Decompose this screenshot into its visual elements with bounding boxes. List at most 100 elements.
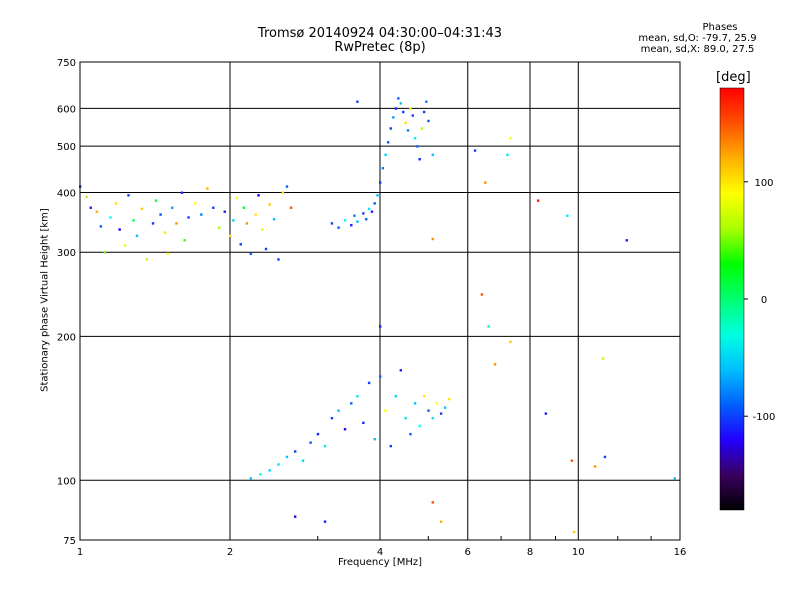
x-tick-label: 16	[674, 547, 687, 558]
data-point	[123, 244, 127, 247]
data-point	[509, 137, 512, 140]
data-point	[413, 137, 417, 140]
x-tick-label: 4	[377, 547, 383, 558]
data-point	[99, 225, 103, 228]
data-point	[268, 469, 271, 472]
data-point	[159, 213, 162, 216]
data-point	[439, 412, 443, 415]
data-point	[570, 459, 574, 462]
data-point	[154, 199, 158, 202]
data-point	[337, 409, 340, 412]
colorbar-tick-label: 100	[754, 178, 773, 189]
y-tick-label: 400	[57, 188, 76, 199]
data-point	[411, 114, 414, 117]
data-point	[249, 252, 253, 256]
data-point	[330, 416, 334, 420]
data-point	[200, 213, 203, 216]
data-point	[257, 194, 260, 197]
data-point	[206, 187, 209, 190]
data-points	[79, 97, 676, 534]
data-point	[572, 530, 576, 534]
data-point	[183, 239, 186, 242]
data-point	[431, 416, 434, 420]
data-point	[431, 237, 434, 241]
data-point	[293, 515, 297, 518]
data-point	[422, 395, 426, 398]
data-point	[245, 222, 249, 225]
chart-title: Tromsø 20140924 04:30:00–04:31:43	[257, 26, 503, 41]
data-point	[536, 199, 540, 202]
data-point	[484, 181, 487, 184]
data-point	[242, 206, 246, 209]
x-tick-label: 1	[77, 547, 83, 558]
data-point	[343, 428, 347, 431]
data-point	[384, 409, 387, 412]
data-point	[409, 107, 412, 110]
x-axis-label: Frequency [MHz]	[337, 557, 423, 568]
data-point	[163, 231, 167, 234]
data-point	[425, 100, 428, 103]
data-point	[229, 234, 232, 237]
data-point	[373, 437, 376, 441]
data-point	[506, 153, 509, 157]
data-point	[435, 402, 439, 405]
data-point	[127, 194, 130, 197]
data-point	[187, 216, 190, 219]
data-point	[217, 226, 221, 229]
data-point	[343, 219, 347, 222]
data-point	[330, 222, 334, 225]
data-point	[151, 222, 155, 225]
data-point	[413, 402, 417, 405]
data-point	[402, 110, 405, 114]
data-point	[103, 251, 106, 254]
data-point	[422, 110, 426, 114]
data-point	[337, 226, 340, 229]
x-tick-label: 10	[572, 547, 585, 558]
data-point	[235, 196, 238, 200]
data-point	[367, 381, 371, 385]
data-point	[404, 416, 407, 420]
data-point	[285, 455, 289, 459]
y-tick-label: 200	[57, 332, 76, 343]
data-point	[171, 206, 174, 209]
phases-o-stats: mean, sd,O: -79.7, 25.9	[638, 33, 757, 44]
data-point	[601, 357, 605, 360]
data-point	[431, 501, 434, 504]
data-point	[420, 127, 424, 130]
data-point	[350, 224, 353, 227]
data-point	[132, 219, 135, 222]
data-point	[285, 185, 289, 188]
y-tick-label: 500	[57, 142, 76, 153]
data-point	[166, 252, 170, 256]
data-point	[379, 181, 382, 184]
data-point	[232, 219, 235, 222]
data-point	[473, 149, 477, 152]
data-point	[316, 432, 320, 436]
data-point	[399, 369, 403, 372]
data-point	[365, 218, 368, 221]
data-point	[118, 228, 121, 231]
data-point	[394, 395, 398, 398]
data-point	[180, 191, 184, 194]
data-point	[389, 444, 392, 448]
x-tick-label: 6	[465, 547, 471, 558]
data-point	[392, 116, 395, 119]
data-point	[397, 97, 400, 100]
data-point	[418, 158, 421, 161]
colorbar-ticks: 100 0 -100	[744, 178, 775, 423]
y-tick-label: 750	[57, 58, 76, 69]
data-point	[379, 375, 382, 378]
data-point	[212, 206, 215, 209]
data-point	[353, 214, 356, 217]
data-point	[264, 247, 268, 251]
data-point	[356, 100, 359, 103]
data-point	[350, 402, 353, 405]
data-point	[493, 363, 497, 366]
data-point	[386, 141, 390, 144]
data-point	[384, 153, 387, 157]
data-point	[373, 202, 376, 205]
y-tick-label: 75	[63, 536, 76, 547]
data-point	[370, 210, 374, 213]
phases-heading: Phases	[702, 22, 738, 33]
data-point	[544, 412, 548, 415]
